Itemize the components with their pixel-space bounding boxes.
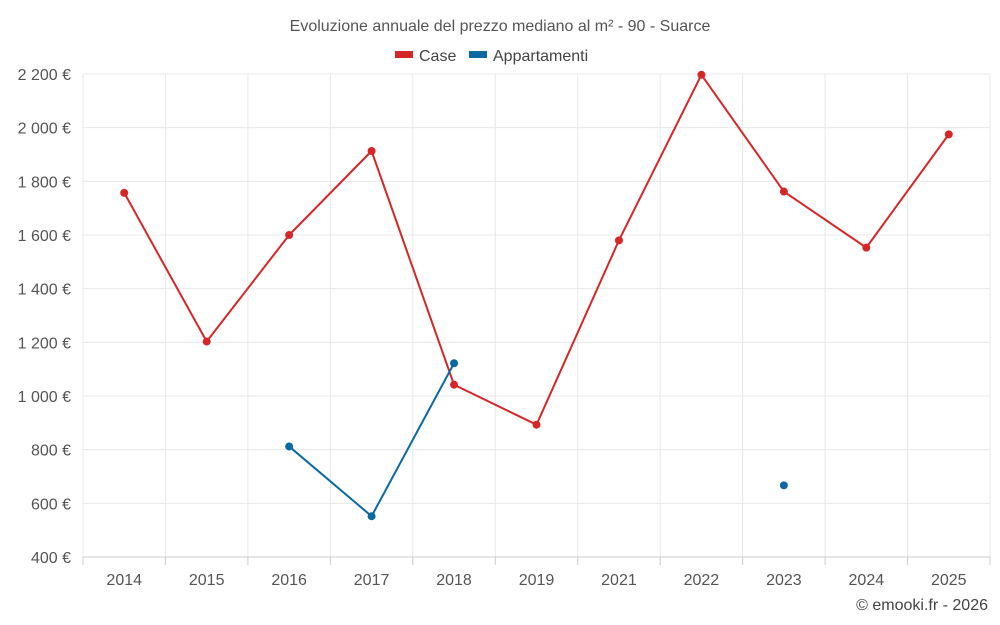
credit-text: © emooki.fr - 2026 — [856, 597, 988, 614]
legend-swatch-appartamenti — [469, 51, 487, 58]
legend: Case Appartamenti — [395, 48, 588, 65]
data-point[interactable] — [367, 512, 376, 521]
y-tick-label: 800 € — [31, 443, 71, 460]
data-point[interactable] — [285, 442, 294, 451]
x-tick-label: 2025 — [931, 572, 967, 589]
y-tick-label: 1 000 € — [18, 389, 71, 406]
data-point[interactable] — [450, 380, 459, 389]
series-appartamenti — [285, 359, 788, 521]
data-point[interactable] — [367, 147, 376, 156]
y-axis-ticks: 400 € 600 € 800 € 1 000 € 1 200 € 1 400 € 1 60… — [18, 67, 71, 567]
series-case — [120, 70, 953, 429]
data-point[interactable] — [944, 130, 953, 139]
legend-item-case[interactable]: Case — [395, 48, 456, 65]
data-point[interactable] — [202, 337, 211, 346]
data-point[interactable] — [697, 70, 706, 79]
x-tick-label: 2019 — [519, 572, 555, 589]
x-tick-label: 2014 — [106, 572, 142, 589]
gridlines — [82, 73, 991, 557]
legend-label-case: Case — [419, 48, 456, 65]
data-point[interactable] — [614, 236, 623, 245]
x-axis-ticks: 2014 2015 2016 2017 2018 2019 2021 2022 2023 2024… — [82, 557, 991, 589]
y-tick-label: 1 600 € — [18, 228, 71, 245]
chart-title: Evoluzione annuale del prezzo mediano al… — [290, 18, 711, 35]
y-tick-label: 400 € — [31, 550, 71, 567]
y-tick-label: 1 800 € — [18, 174, 71, 191]
y-tick-label: 1 400 € — [18, 282, 71, 299]
series-layer — [120, 70, 953, 521]
legend-swatch-case — [395, 51, 413, 58]
y-tick-label: 1 200 € — [18, 335, 71, 352]
y-tick-label: 2 200 € — [18, 67, 71, 84]
y-tick-label: 600 € — [31, 496, 71, 513]
data-point[interactable] — [532, 420, 541, 429]
y-tick-label: 2 000 € — [18, 121, 71, 138]
data-point[interactable] — [779, 187, 788, 196]
x-tick-label: 2022 — [684, 572, 720, 589]
legend-label-appartamenti: Appartamenti — [493, 48, 588, 65]
x-tick-label: 2021 — [601, 572, 637, 589]
data-point[interactable] — [285, 231, 294, 239]
series-line — [288, 362, 455, 518]
data-point[interactable] — [120, 188, 129, 197]
data-point[interactable] — [779, 481, 788, 490]
x-tick-label: 2017 — [354, 572, 390, 589]
data-point[interactable] — [450, 359, 459, 368]
data-point[interactable] — [862, 243, 871, 252]
x-tick-label: 2024 — [849, 572, 885, 589]
x-tick-label: 2016 — [271, 572, 307, 589]
x-tick-label: 2023 — [766, 572, 802, 589]
x-tick-label: 2015 — [189, 572, 225, 589]
x-tick-label: 2018 — [436, 572, 472, 589]
legend-item-appartamenti[interactable]: Appartamenti — [469, 48, 588, 65]
